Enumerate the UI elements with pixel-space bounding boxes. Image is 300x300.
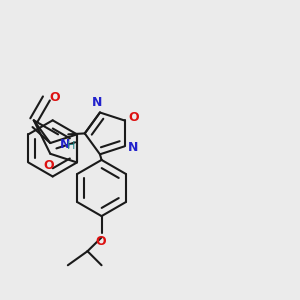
Text: N: N: [128, 141, 139, 154]
Text: N: N: [60, 138, 70, 151]
Text: O: O: [96, 235, 106, 248]
Text: O: O: [49, 91, 60, 104]
Text: O: O: [128, 111, 139, 124]
Text: N: N: [92, 96, 103, 109]
Text: H: H: [67, 141, 75, 152]
Text: O: O: [44, 159, 54, 172]
